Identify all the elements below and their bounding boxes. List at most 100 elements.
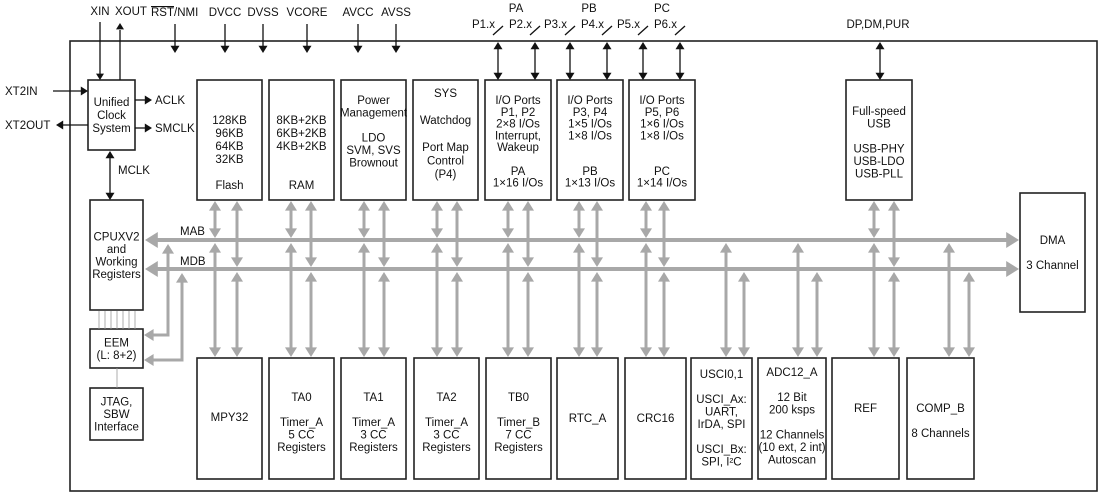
arrowhead-icon	[720, 243, 732, 253]
arrowhead-icon	[209, 228, 221, 238]
block-ta0	[268, 357, 335, 480]
chip-outline	[69, 40, 1098, 492]
block-crc	[624, 357, 687, 480]
sys-label: Control	[427, 156, 464, 168]
pa-label: PA	[511, 166, 526, 178]
arrowhead-icon	[105, 151, 115, 159]
arrowhead-icon	[602, 72, 612, 80]
arrowhead-icon	[493, 72, 503, 80]
arrowhead-icon	[116, 23, 124, 30]
sys-label: Watchdog	[420, 115, 471, 127]
usci-label: IrDA, SPI	[698, 419, 746, 431]
tb0-label: Registers	[494, 442, 543, 454]
arrowhead-icon	[573, 347, 585, 357]
mpy-label: MPY32	[211, 412, 249, 424]
arrowhead-icon	[378, 257, 390, 267]
ta0-label: Registers	[277, 442, 326, 454]
arrowhead-icon	[943, 347, 955, 357]
aclk-label: ACLK	[155, 95, 185, 107]
arrowhead-icon	[522, 201, 534, 211]
arrowhead-icon	[56, 120, 64, 130]
xt2out-label: XT2OUT	[5, 120, 50, 132]
power-label: Brownout	[349, 158, 398, 170]
block-ref	[831, 357, 900, 480]
arrowhead-icon	[162, 244, 174, 254]
adc-label: Autoscan	[768, 455, 816, 467]
ta0-label: Timer_A	[280, 417, 323, 429]
block-usci	[690, 357, 753, 480]
arrowhead-icon	[640, 243, 652, 253]
block-ta2	[413, 357, 480, 480]
arrowhead-icon	[305, 257, 317, 267]
jtag-label: Interface	[94, 422, 139, 434]
xout-label: XOUT	[115, 6, 147, 18]
arrowhead-icon	[888, 257, 900, 267]
vcore-label: VCORE	[287, 7, 328, 19]
pin-arrow-icon	[353, 45, 363, 53]
block-comp	[906, 357, 975, 480]
arrowhead-icon	[565, 42, 575, 50]
block-rtc	[556, 357, 619, 480]
arrowhead-icon	[675, 42, 685, 50]
smclk-label: SMCLK	[155, 123, 195, 135]
arrowhead-icon	[378, 201, 390, 211]
eem-label: EEM	[104, 337, 129, 349]
arrowhead-icon	[573, 243, 585, 253]
pc-label: 1×8 I/Os	[640, 130, 684, 142]
crc-label: CRC16	[637, 413, 675, 425]
arrowhead-icon	[358, 347, 370, 357]
arrowhead-icon	[565, 72, 575, 80]
arrowhead-icon	[591, 201, 603, 211]
ta1-label: TA1	[363, 392, 383, 404]
bus-slash	[492, 25, 504, 36]
arrowhead-icon	[522, 257, 534, 267]
arrowhead-icon	[502, 347, 514, 357]
ta2-label: Timer_A	[425, 417, 468, 429]
p5-label: P5.x	[617, 19, 640, 31]
arrowhead-icon	[963, 272, 975, 282]
ram-label: 4KB+2KB	[276, 141, 327, 153]
arrowhead-icon	[231, 272, 243, 282]
arrowhead-icon	[305, 347, 317, 357]
pb-label: 1×8 I/Os	[568, 130, 612, 142]
arrowhead-icon	[305, 272, 317, 282]
arrowhead-icon	[530, 42, 540, 50]
arrowhead-icon	[888, 201, 900, 211]
block-tb0	[485, 357, 552, 480]
flash-label: Flash	[215, 180, 243, 192]
cpu-label: Working	[96, 256, 138, 268]
sys-label: (P4)	[435, 169, 457, 181]
mdb-arrow-icon	[145, 261, 158, 277]
arrowhead-icon	[378, 347, 390, 357]
dma-label: DMA	[1040, 235, 1066, 247]
pin-arrow-icon	[302, 45, 312, 53]
bus-slash	[637, 25, 649, 36]
cpu-label: Registers	[92, 269, 141, 281]
dvss-label: DVSS	[247, 7, 279, 19]
adc-label: ADC12_A	[766, 367, 817, 379]
power-label: LDO	[362, 133, 386, 145]
arrowhead-icon	[811, 272, 823, 282]
cpu-label: and	[107, 244, 126, 256]
flash-label: 96KB	[215, 128, 243, 140]
pin-arrow-icon	[220, 45, 230, 53]
eem-label: (L: 8+2)	[97, 350, 137, 362]
arrowhead-icon	[888, 272, 900, 282]
arrowhead-icon	[720, 347, 732, 357]
arrowhead-icon	[658, 201, 670, 211]
p4-label: P4.x	[581, 19, 604, 31]
arrowhead-icon	[96, 73, 104, 80]
xt2in-label: XT2IN	[5, 86, 38, 98]
usci-label: USCI_Bx:	[696, 444, 747, 456]
pb-label: P3, P4	[573, 107, 608, 119]
arrowhead-icon	[231, 257, 243, 267]
arrowhead-icon	[209, 347, 221, 357]
pb-label: PB	[582, 166, 598, 178]
arrowhead-icon	[868, 201, 880, 211]
pa-label: Wakeup	[497, 142, 539, 154]
arrowhead-icon	[658, 272, 670, 282]
ta2-label: TA2	[436, 392, 456, 404]
avss-label: AVSS	[381, 7, 411, 19]
arrowhead-icon	[875, 72, 885, 80]
adc-label: 12 Bit	[777, 392, 807, 404]
